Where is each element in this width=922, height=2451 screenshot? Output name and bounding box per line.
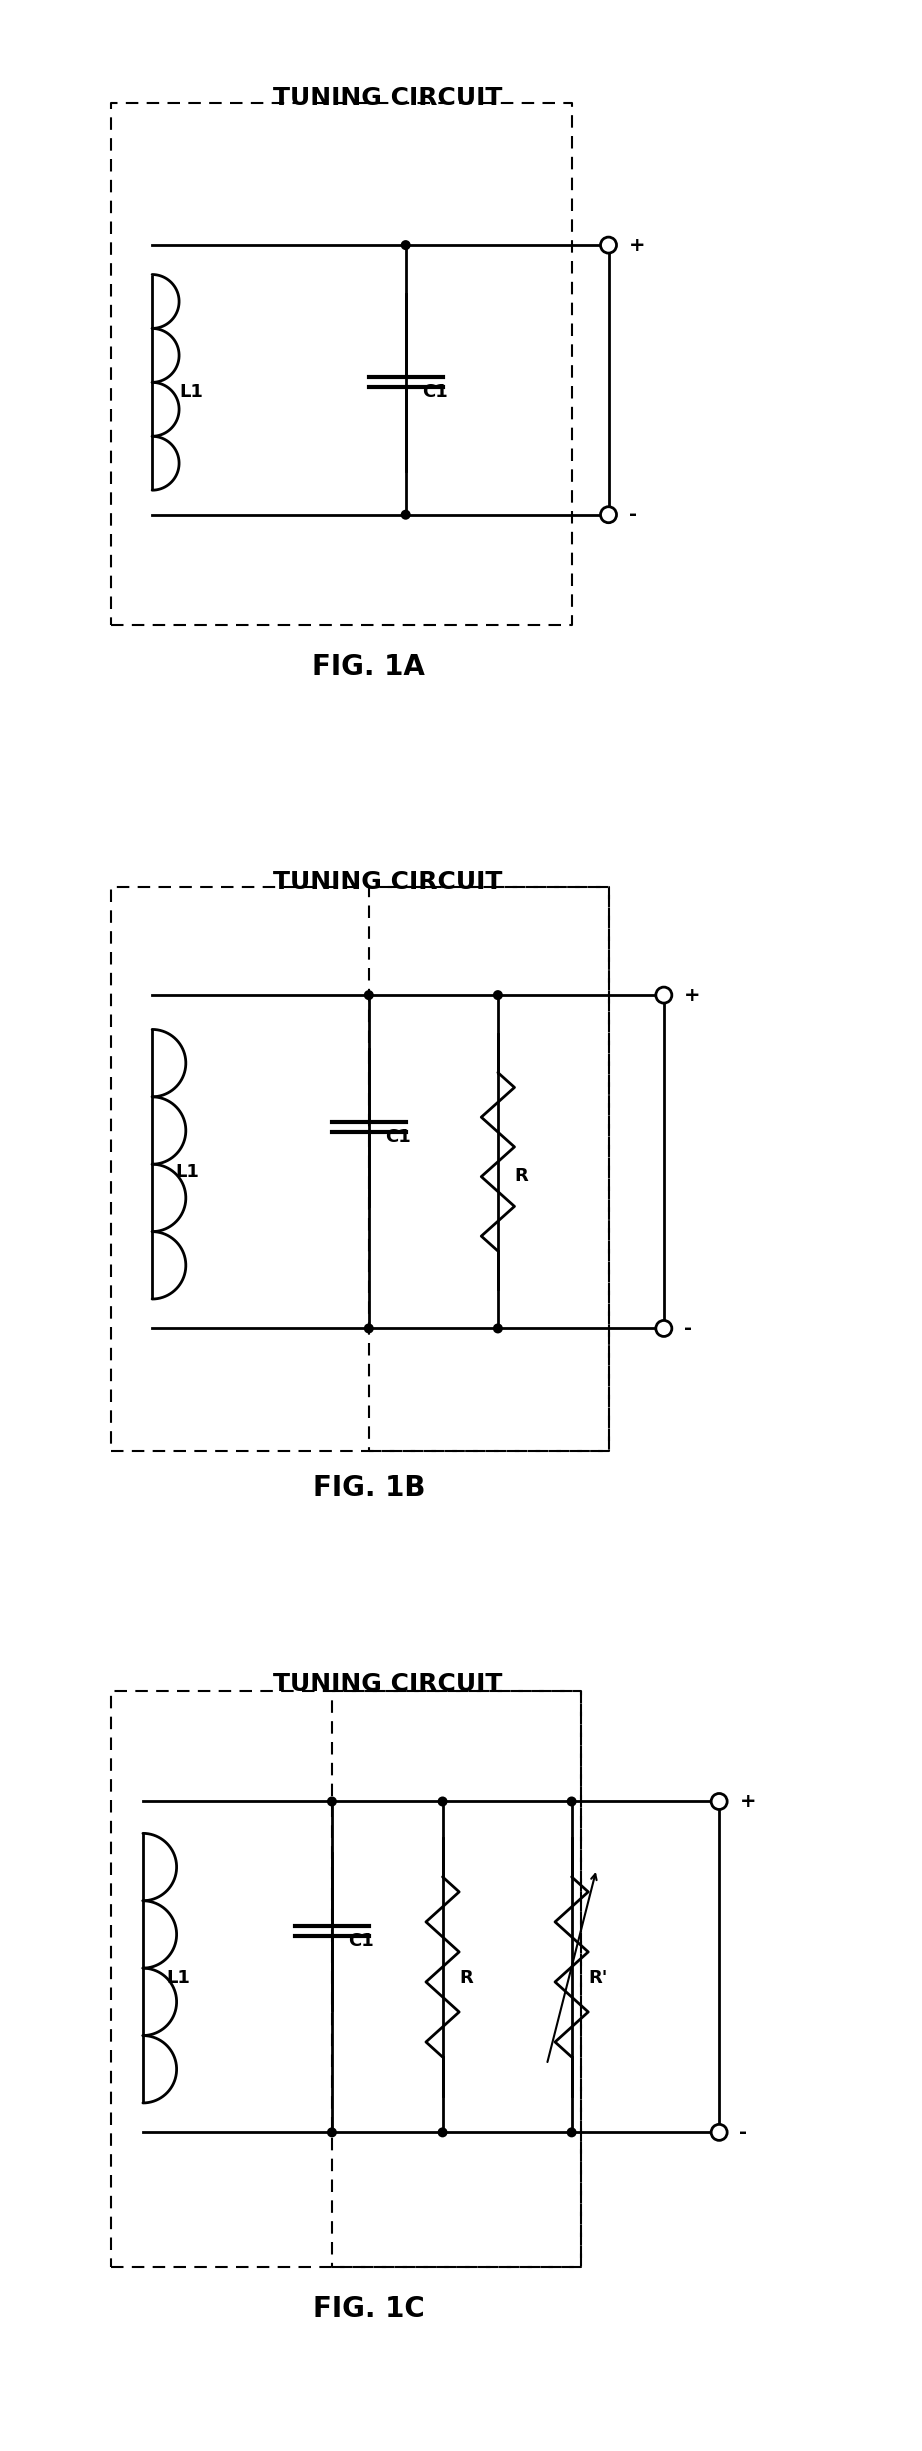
Text: R': R' — [588, 1968, 608, 1988]
Text: FIG. 1A: FIG. 1A — [313, 652, 425, 681]
Text: +: + — [629, 235, 645, 255]
Text: TUNING CIRCUIT: TUNING CIRCUIT — [273, 86, 502, 110]
Ellipse shape — [567, 1797, 576, 1806]
Ellipse shape — [364, 1324, 373, 1333]
Ellipse shape — [327, 2127, 337, 2137]
Ellipse shape — [493, 990, 502, 1000]
Ellipse shape — [656, 988, 672, 1002]
Ellipse shape — [567, 2127, 576, 2137]
Ellipse shape — [600, 238, 617, 252]
Text: FIG. 1B: FIG. 1B — [313, 1473, 425, 1502]
Ellipse shape — [438, 1797, 447, 1806]
Ellipse shape — [401, 240, 410, 250]
Text: C1: C1 — [349, 1931, 374, 1951]
Ellipse shape — [711, 1794, 727, 1809]
Ellipse shape — [493, 1324, 502, 1333]
Text: -: - — [739, 2123, 748, 2142]
Text: -: - — [629, 505, 637, 525]
Text: TUNING CIRCUIT: TUNING CIRCUIT — [273, 1672, 502, 1696]
Text: L1: L1 — [180, 382, 204, 402]
Text: R: R — [514, 1167, 528, 1186]
Ellipse shape — [438, 2127, 447, 2137]
Text: +: + — [739, 1792, 756, 1811]
Text: FIG. 1C: FIG. 1C — [313, 2294, 425, 2324]
Ellipse shape — [656, 1321, 672, 1336]
Text: -: - — [684, 1319, 692, 1338]
Text: +: + — [684, 985, 701, 1005]
Ellipse shape — [327, 1797, 337, 1806]
Text: L1: L1 — [175, 1162, 199, 1181]
Text: R: R — [459, 1968, 473, 1988]
Text: C1: C1 — [385, 1127, 411, 1147]
Ellipse shape — [364, 990, 373, 1000]
Ellipse shape — [401, 510, 410, 520]
Ellipse shape — [711, 2125, 727, 2140]
Text: L1: L1 — [166, 1968, 190, 1988]
Text: C1: C1 — [422, 382, 448, 402]
Text: TUNING CIRCUIT: TUNING CIRCUIT — [273, 870, 502, 895]
Ellipse shape — [600, 507, 617, 522]
